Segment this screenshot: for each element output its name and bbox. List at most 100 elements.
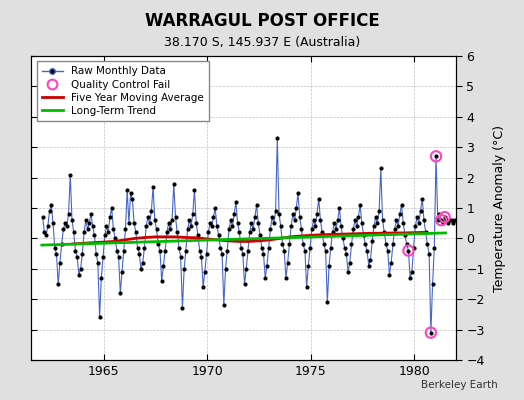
Point bbox=[173, 229, 181, 236]
Point bbox=[90, 232, 99, 238]
Point bbox=[301, 247, 309, 254]
Point bbox=[40, 229, 49, 236]
Point bbox=[213, 223, 221, 230]
Point bbox=[351, 217, 359, 223]
Point bbox=[418, 196, 427, 202]
Point bbox=[189, 211, 197, 217]
Point bbox=[221, 266, 230, 272]
Point bbox=[308, 226, 316, 232]
Point bbox=[237, 244, 245, 251]
Point bbox=[394, 223, 402, 230]
Point bbox=[114, 254, 123, 260]
Point bbox=[159, 262, 168, 269]
Point bbox=[361, 241, 369, 248]
Point bbox=[61, 220, 69, 226]
Point bbox=[241, 281, 249, 287]
Point bbox=[365, 262, 373, 269]
Point bbox=[332, 226, 340, 232]
Point bbox=[125, 220, 133, 226]
Point bbox=[50, 244, 59, 251]
Point bbox=[94, 260, 102, 266]
Point bbox=[140, 244, 149, 251]
Point bbox=[156, 247, 164, 254]
Point bbox=[254, 220, 263, 226]
Point bbox=[128, 196, 137, 202]
Point bbox=[109, 226, 117, 232]
Point bbox=[401, 232, 409, 238]
Point bbox=[97, 275, 105, 281]
Point bbox=[406, 275, 414, 281]
Point bbox=[341, 244, 349, 251]
Point bbox=[347, 241, 356, 248]
Point bbox=[437, 217, 445, 223]
Point bbox=[309, 217, 318, 223]
Point bbox=[384, 247, 392, 254]
Point bbox=[358, 220, 366, 226]
Y-axis label: Temperature Anomaly (°C): Temperature Anomaly (°C) bbox=[493, 124, 506, 292]
Point bbox=[318, 229, 326, 236]
Point bbox=[316, 217, 325, 223]
Point bbox=[333, 217, 342, 223]
Point bbox=[427, 330, 435, 336]
Point bbox=[323, 299, 332, 306]
Point bbox=[218, 250, 226, 257]
Point bbox=[171, 214, 180, 220]
Point bbox=[170, 180, 178, 187]
Point bbox=[38, 214, 47, 220]
Point bbox=[299, 241, 308, 248]
Point bbox=[230, 211, 238, 217]
Point bbox=[339, 235, 347, 242]
Point bbox=[130, 220, 138, 226]
Point bbox=[390, 226, 399, 232]
Point bbox=[126, 190, 135, 196]
Point bbox=[46, 208, 54, 214]
Point bbox=[75, 272, 83, 278]
Point bbox=[425, 250, 433, 257]
Point bbox=[166, 226, 174, 232]
Point bbox=[209, 214, 217, 220]
Text: 38.170 S, 145.937 E (Australia): 38.170 S, 145.937 E (Australia) bbox=[164, 36, 360, 49]
Point bbox=[80, 229, 88, 236]
Point bbox=[377, 165, 385, 172]
Point bbox=[261, 275, 269, 281]
Point bbox=[337, 223, 345, 230]
Point bbox=[275, 211, 283, 217]
Point bbox=[121, 226, 129, 232]
Point bbox=[268, 214, 276, 220]
Point bbox=[313, 211, 321, 217]
Point bbox=[442, 217, 451, 223]
Point bbox=[372, 214, 380, 220]
Point bbox=[433, 217, 442, 223]
Point bbox=[396, 211, 404, 217]
Point bbox=[83, 226, 92, 232]
Point bbox=[432, 153, 440, 160]
Point bbox=[437, 217, 445, 223]
Point bbox=[306, 244, 314, 251]
Point bbox=[183, 226, 192, 232]
Point bbox=[89, 223, 97, 230]
Point bbox=[220, 302, 228, 308]
Point bbox=[441, 214, 449, 220]
Point bbox=[70, 229, 78, 236]
Point bbox=[102, 223, 111, 230]
Point bbox=[344, 269, 352, 275]
Point bbox=[223, 247, 232, 254]
Point bbox=[449, 220, 457, 226]
Point bbox=[150, 217, 159, 223]
Point bbox=[202, 250, 211, 257]
Point bbox=[373, 220, 381, 226]
Point bbox=[349, 226, 357, 232]
Point bbox=[380, 229, 388, 236]
Point bbox=[177, 254, 185, 260]
Point bbox=[294, 190, 302, 196]
Point bbox=[187, 223, 195, 230]
Point bbox=[206, 220, 214, 226]
Point bbox=[359, 232, 368, 238]
Point bbox=[385, 272, 394, 278]
Point bbox=[314, 196, 323, 202]
Point bbox=[144, 214, 152, 220]
Point bbox=[168, 217, 176, 223]
Point bbox=[158, 278, 166, 284]
Point bbox=[404, 247, 412, 254]
Point bbox=[287, 223, 296, 230]
